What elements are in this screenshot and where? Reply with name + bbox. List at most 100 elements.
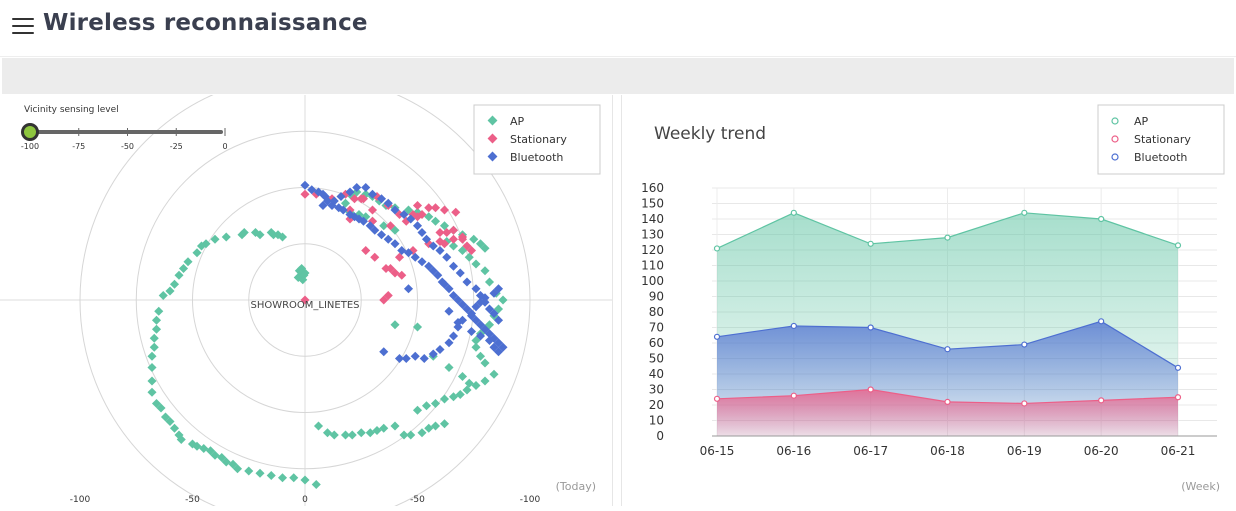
radar-point-bluetooth[interactable]	[444, 338, 454, 348]
trend-point-ap[interactable]	[1021, 209, 1028, 216]
trend-point-ap[interactable]	[1098, 215, 1105, 223]
radar-point-stationary[interactable]	[439, 205, 450, 215]
trend-point-ap[interactable]	[713, 245, 721, 252]
radar-point-ap[interactable]	[356, 428, 366, 438]
trend-point-stationary[interactable]	[1021, 400, 1028, 407]
radar-point-ap[interactable]	[210, 234, 220, 244]
radar-point-ap[interactable]	[176, 434, 186, 445]
radar-point-ap[interactable]	[300, 475, 310, 485]
radar-point-stationary[interactable]	[390, 268, 400, 278]
legend-label[interactable]: Stationary	[510, 133, 567, 146]
radar-point-ap[interactable]	[299, 270, 309, 280]
radar-point-ap[interactable]	[439, 394, 450, 404]
radar-point-bluetooth[interactable]	[435, 344, 445, 355]
radar-point-bluetooth[interactable]	[493, 315, 504, 325]
radar-point-ap[interactable]	[471, 259, 481, 269]
slider-handle[interactable]	[21, 123, 39, 141]
radar-point-ap[interactable]	[412, 322, 423, 332]
trend-point-stationary[interactable]	[790, 392, 797, 399]
radar-point-ap[interactable]	[277, 473, 288, 483]
radar-point-stationary[interactable]	[361, 245, 371, 256]
radar-point-ap[interactable]	[390, 320, 400, 330]
trend-point-stationary[interactable]	[1174, 394, 1182, 401]
trend-point-bluetooth[interactable]	[867, 324, 874, 331]
radar-point-ap[interactable]	[158, 290, 168, 301]
radar-point-ap[interactable]	[480, 358, 490, 368]
radar-point-bluetooth[interactable]	[457, 315, 468, 325]
radar-point-bluetooth[interactable]	[493, 284, 504, 294]
trend-point-ap[interactable]	[790, 209, 797, 216]
legend-label[interactable]: Stationary	[1134, 133, 1191, 146]
trend-point-stationary[interactable]	[944, 398, 951, 405]
radar-point-ap[interactable]	[469, 234, 479, 244]
trend-point-stationary[interactable]	[867, 386, 874, 393]
radar-point-bluetooth[interactable]	[433, 270, 443, 280]
legend-label[interactable]: AP	[1134, 115, 1149, 128]
radar-point-ap[interactable]	[237, 230, 247, 240]
radar-point-bluetooth[interactable]	[448, 261, 459, 271]
trend-point-bluetooth[interactable]	[790, 322, 797, 330]
radar-point-ap[interactable]	[347, 430, 357, 440]
radar-point-bluetooth[interactable]	[475, 331, 486, 341]
radar-point-bluetooth[interactable]	[379, 347, 389, 357]
trend-point-ap[interactable]	[944, 234, 951, 241]
trend-point-stationary[interactable]	[1098, 397, 1105, 404]
radar-point-ap[interactable]	[471, 342, 481, 352]
radar-point-bluetooth[interactable]	[484, 304, 495, 314]
radar-point-bluetooth[interactable]	[466, 308, 477, 319]
radar-point-stationary[interactable]	[367, 205, 378, 215]
radar-point-stationary[interactable]	[383, 290, 393, 301]
radar-point-ap[interactable]	[475, 351, 486, 361]
radar-point-bluetooth[interactable]	[383, 234, 393, 244]
radar-point-ap[interactable]	[169, 423, 180, 433]
radar-point-bluetooth[interactable]	[361, 182, 371, 193]
trend-point-bluetooth[interactable]	[944, 346, 951, 353]
radar-point-bluetooth[interactable]	[453, 322, 463, 332]
radar-point-ap[interactable]	[192, 248, 202, 258]
radar-point-bluetooth[interactable]	[390, 239, 400, 249]
trend-point-ap[interactable]	[867, 240, 874, 247]
radar-point-bluetooth[interactable]	[439, 279, 450, 289]
radar-point-ap[interactable]	[406, 430, 416, 440]
radar-point-bluetooth[interactable]	[493, 347, 504, 357]
radar-point-bluetooth[interactable]	[484, 335, 495, 346]
trend-point-bluetooth[interactable]	[713, 333, 721, 340]
radar-point-ap[interactable]	[165, 286, 175, 296]
radar-point-ap[interactable]	[457, 371, 468, 382]
radar-point-bluetooth[interactable]	[376, 230, 387, 240]
radar-point-ap[interactable]	[266, 470, 276, 481]
radar-point-stationary[interactable]	[430, 203, 441, 213]
radar-point-bluetooth[interactable]	[428, 349, 438, 359]
radar-point-ap[interactable]	[154, 306, 164, 316]
radar-point-bluetooth[interactable]	[403, 284, 414, 294]
radar-point-ap[interactable]	[156, 403, 166, 413]
radar-point-ap[interactable]	[439, 419, 450, 429]
radar-point-bluetooth[interactable]	[462, 277, 472, 287]
radar-point-bluetooth[interactable]	[444, 306, 454, 316]
radar-point-stationary[interactable]	[451, 207, 461, 217]
legend-label[interactable]: Bluetooth	[1134, 151, 1187, 164]
radar-point-bluetooth[interactable]	[419, 353, 429, 364]
radar-point-bluetooth[interactable]	[412, 221, 423, 231]
radar-point-stationary[interactable]	[412, 200, 423, 211]
trend-point-ap[interactable]	[1174, 242, 1182, 249]
radar-point-ap[interactable]	[480, 266, 490, 276]
radar-point-ap[interactable]	[430, 216, 441, 226]
radar-point-ap[interactable]	[178, 263, 189, 274]
radar-point-ap[interactable]	[149, 342, 159, 352]
radar-point-ap[interactable]	[255, 468, 265, 478]
radar-point-ap[interactable]	[147, 351, 157, 361]
vicinity-slider[interactable]: Vicinity sensing level -100 -75 -50 -25 0	[21, 105, 228, 151]
trend-point-bluetooth[interactable]	[1098, 318, 1105, 325]
radar-point-ap[interactable]	[232, 464, 243, 474]
radar-point-ap[interactable]	[313, 421, 324, 431]
radar-point-stationary[interactable]	[300, 295, 310, 305]
radar-point-bluetooth[interactable]	[410, 252, 420, 262]
radar-point-ap[interactable]	[484, 277, 495, 287]
radar-point-ap[interactable]	[489, 369, 499, 379]
radar-point-bluetooth[interactable]	[417, 257, 427, 267]
radar-point-bluetooth[interactable]	[471, 284, 481, 294]
radar-point-ap[interactable]	[480, 376, 490, 386]
radar-point-bluetooth[interactable]	[442, 252, 452, 262]
radar-point-ap[interactable]	[147, 362, 157, 373]
